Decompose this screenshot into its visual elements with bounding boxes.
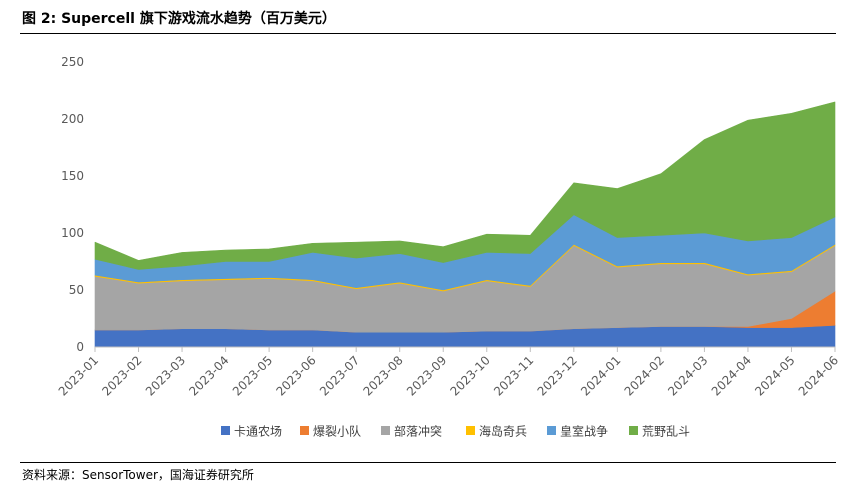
y-tick-label: 0 bbox=[76, 340, 84, 354]
x-tick-label: 2023-09 bbox=[404, 353, 449, 398]
x-tick-label: 2023-03 bbox=[143, 353, 188, 398]
legend-swatch bbox=[629, 426, 638, 435]
legend-label: 爆裂小队 bbox=[313, 424, 361, 439]
x-tick-label: 2023-05 bbox=[230, 353, 275, 398]
y-tick-label: 50 bbox=[69, 283, 84, 297]
legend-swatch bbox=[466, 426, 475, 435]
legend-swatch bbox=[547, 426, 556, 435]
y-tick-label: 100 bbox=[61, 226, 84, 240]
x-tick-label: 2023-01 bbox=[56, 353, 101, 398]
title-rule bbox=[20, 33, 836, 34]
x-tick-label: 2023-11 bbox=[491, 353, 536, 398]
x-tick-label: 2023-10 bbox=[448, 353, 493, 398]
y-tick-label: 200 bbox=[61, 112, 84, 126]
x-tick-label: 2023-07 bbox=[317, 353, 362, 398]
x-tick-label: 2024-03 bbox=[665, 353, 710, 398]
x-tick-label: 2024-06 bbox=[796, 353, 841, 398]
legend-label: 卡通农场 bbox=[234, 425, 282, 439]
legend-swatch bbox=[300, 426, 309, 435]
x-tick-label: 2023-02 bbox=[99, 353, 144, 398]
x-tick-label: 2023-08 bbox=[360, 353, 405, 398]
x-tick-label: 2023-12 bbox=[535, 353, 580, 398]
legend: 卡通农场 爆裂小队 部落冲突 海岛奇兵 皇室战争 荒野乱斗 bbox=[221, 424, 690, 439]
area-series-6 bbox=[94, 101, 836, 270]
legend-swatch bbox=[381, 426, 390, 435]
x-tick-label: 2023-04 bbox=[186, 353, 231, 398]
source-rule bbox=[20, 462, 836, 463]
x-tick-label: 2024-02 bbox=[622, 353, 667, 398]
x-tick-label: 2024-01 bbox=[578, 353, 623, 398]
y-tick-label: 150 bbox=[61, 169, 84, 183]
source-note: 资料来源：SensorTower，国海证券研究所 bbox=[22, 468, 254, 482]
y-tick-label: 250 bbox=[61, 55, 84, 69]
legend-swatch bbox=[221, 426, 230, 435]
x-tick-label: 2023-06 bbox=[273, 353, 318, 398]
x-tick-label: 2024-04 bbox=[709, 353, 754, 398]
legend-label: 海岛奇兵 bbox=[479, 424, 527, 439]
area-series-group bbox=[94, 101, 836, 348]
legend-label: 皇室战争 bbox=[560, 424, 608, 439]
figure-title: 图 2: Supercell 旗下游戏流水趋势（百万美元） bbox=[22, 11, 336, 27]
legend-label: 部落冲突 bbox=[394, 424, 442, 439]
x-tick-label: 2024-05 bbox=[752, 353, 797, 398]
legend-label: 荒野乱斗 bbox=[642, 425, 690, 439]
